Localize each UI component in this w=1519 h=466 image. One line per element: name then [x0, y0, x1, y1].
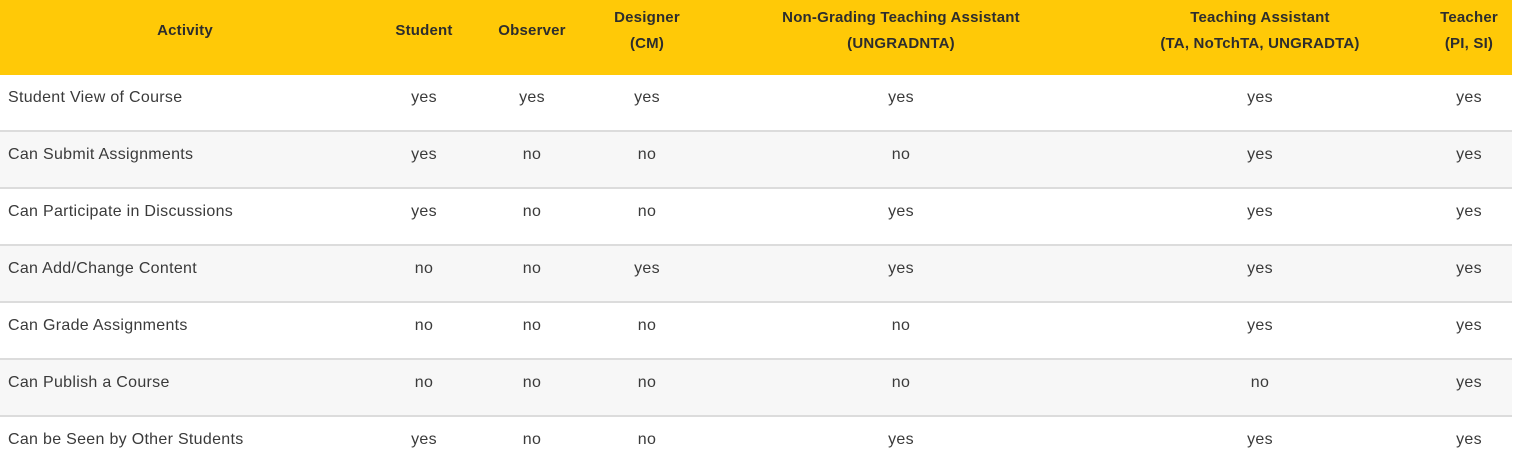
table-body: Student View of Course yes yes yes yes yes yes… — [0, 75, 1512, 466]
column-header-label: Observer — [498, 21, 566, 39]
permission-cell: yes — [370, 75, 478, 131]
permission-cell: yes — [1094, 75, 1426, 131]
column-header-designer: Designer (CM) — [586, 0, 708, 75]
permission-cell: yes — [1426, 130, 1512, 188]
column-header-sublabel: (TA, NoTchTA, UNGRADTA) — [1160, 34, 1360, 52]
column-header-student: Student — [370, 0, 478, 75]
column-header-label: Designer — [614, 8, 680, 26]
activity-cell: Can Submit Assignments — [0, 130, 370, 188]
permission-cell: yes — [1094, 301, 1426, 359]
activity-cell: Can Grade Assignments — [0, 301, 370, 359]
permission-cell: yes — [1426, 358, 1512, 416]
permission-cell: yes — [708, 75, 1094, 131]
permission-cell: no — [586, 358, 708, 416]
permission-cell: no — [1094, 358, 1426, 416]
column-header-observer: Observer — [478, 0, 586, 75]
permission-cell: no — [708, 358, 1094, 416]
activity-cell: Can Publish a Course — [0, 358, 370, 416]
permission-cell: no — [478, 415, 586, 466]
permission-cell: yes — [708, 244, 1094, 302]
permission-cell: yes — [1426, 415, 1512, 466]
column-header-activity: Activity — [0, 0, 370, 75]
permission-cell: no — [370, 358, 478, 416]
header-row: Activity Student Observer Designer (CM) Non-G… — [0, 0, 1512, 75]
permission-cell: yes — [370, 415, 478, 466]
column-header-label: Non-Grading Teaching Assistant — [782, 8, 1020, 26]
table-row: Can Participate in Discussions yes no no yes… — [0, 187, 1512, 245]
table-row: Can Publish a Course no no no no no yes — [0, 358, 1512, 416]
permission-cell: no — [708, 130, 1094, 188]
column-header-label: Teacher — [1440, 8, 1498, 26]
permission-cell: no — [478, 244, 586, 302]
permission-cell: yes — [586, 244, 708, 302]
permission-cell: yes — [1094, 244, 1426, 302]
table-row: Can Grade Assignments no no no no yes yes — [0, 301, 1512, 359]
table-row: Can be Seen by Other Students yes no no yes y… — [0, 415, 1512, 466]
activity-cell: Can Participate in Discussions — [0, 187, 370, 245]
permission-cell: no — [586, 187, 708, 245]
permission-cell: yes — [1426, 244, 1512, 302]
permission-cell: yes — [708, 415, 1094, 466]
table-row: Student View of Course yes yes yes yes yes yes — [0, 75, 1512, 131]
permission-cell: no — [370, 244, 478, 302]
permission-cell: yes — [708, 187, 1094, 245]
permission-cell: yes — [478, 75, 586, 131]
activity-cell: Can Add/Change Content — [0, 244, 370, 302]
column-header-label: Student — [395, 21, 453, 39]
permission-cell: no — [586, 301, 708, 359]
permission-cell: no — [478, 301, 586, 359]
permission-cell: yes — [1426, 75, 1512, 131]
permission-cell: no — [478, 358, 586, 416]
activity-cell: Student View of Course — [0, 75, 370, 131]
permission-cell: no — [586, 415, 708, 466]
table-header: Activity Student Observer Designer (CM) Non-G… — [0, 0, 1512, 75]
table-row: Can Add/Change Content no no yes yes yes yes — [0, 244, 1512, 302]
permission-cell: yes — [1094, 130, 1426, 188]
activity-cell: Can be Seen by Other Students — [0, 415, 370, 466]
permission-cell: no — [478, 130, 586, 188]
column-header-sublabel: (CM) — [629, 34, 665, 52]
permission-cell: no — [708, 301, 1094, 359]
column-header-sublabel: (PI, SI) — [1444, 34, 1494, 52]
permission-cell: yes — [1094, 187, 1426, 245]
column-header-teacher: Teacher (PI, SI) — [1426, 0, 1512, 75]
permission-cell: yes — [1426, 301, 1512, 359]
column-header-sublabel: (UNGRADNTA) — [847, 34, 955, 52]
permission-cell: yes — [1426, 187, 1512, 245]
permission-cell: yes — [586, 75, 708, 131]
permission-cell: no — [478, 187, 586, 245]
permission-cell: yes — [370, 187, 478, 245]
column-header-label: Activity — [157, 21, 213, 39]
permission-cell: yes — [1094, 415, 1426, 466]
permission-cell: no — [370, 301, 478, 359]
column-header-label: Teaching Assistant — [1190, 8, 1330, 26]
permission-cell: yes — [370, 130, 478, 188]
column-header-non-grading-ta: Non-Grading Teaching Assistant (UNGRADNTA… — [708, 0, 1094, 75]
permission-cell: no — [586, 130, 708, 188]
column-header-teaching-assistant: Teaching Assistant (TA, NoTchTA, UNGRADTA… — [1094, 0, 1426, 75]
table-row: Can Submit Assignments yes no no no yes yes — [0, 130, 1512, 188]
